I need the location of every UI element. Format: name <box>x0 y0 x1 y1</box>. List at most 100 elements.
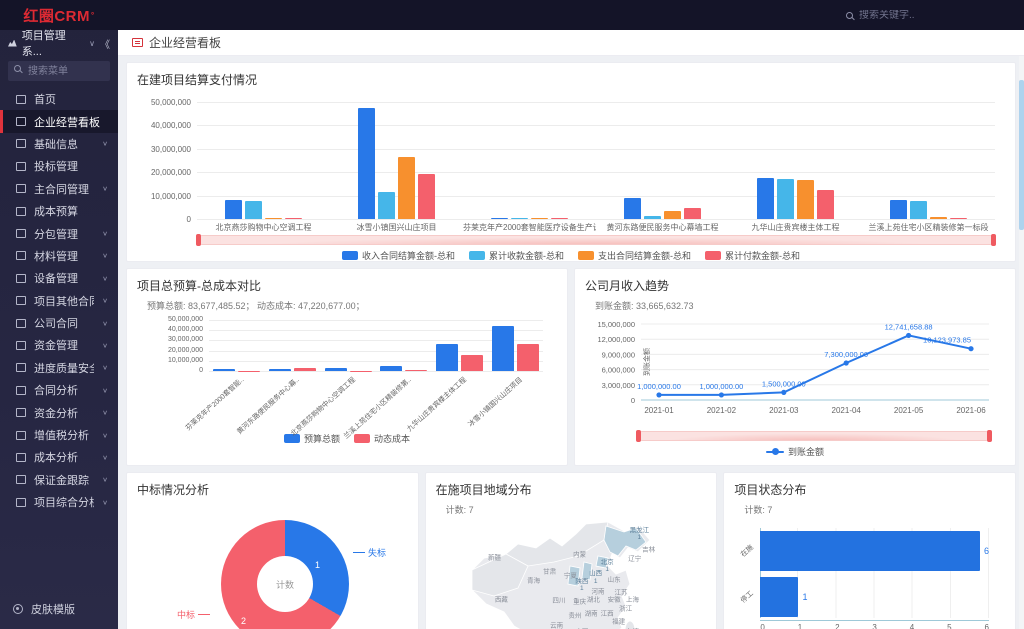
bar-收入合同结算金额-总和[interactable] <box>358 107 375 219</box>
sidebar-item-dashboard[interactable]: 企业经营看板 <box>0 110 118 133</box>
sidebar-item-cost-analysis[interactable]: 成本分析 ∨ <box>0 446 118 468</box>
sidebar-item-progress-quality-safety[interactable]: 进度质量安全 ∨ <box>0 357 118 379</box>
map-province-北京[interactable]: 北京 1 <box>600 558 614 573</box>
bar-累计收款金额-总和[interactable] <box>245 201 262 219</box>
bar-预算总额[interactable] <box>436 344 459 371</box>
data-point[interactable] <box>968 346 974 352</box>
data-zoom-slider[interactable] <box>636 430 992 442</box>
bar-支出合同结算金额-总和[interactable] <box>398 157 415 219</box>
scrollbar-thumb[interactable] <box>1019 80 1024 230</box>
sidebar-item-project-other-contract[interactable]: 项目其他合同 ∨ <box>0 290 118 312</box>
bar-预算总额[interactable] <box>269 368 291 371</box>
bar-累计付款金额-总和[interactable] <box>418 174 435 219</box>
bar-动态成本[interactable] <box>405 369 428 371</box>
bar-累计收款金额-总和[interactable] <box>378 192 395 219</box>
sidebar-item-company-contract[interactable]: 公司合同 ∨ <box>0 312 118 334</box>
bar-累计收款金额-总和[interactable] <box>511 218 528 219</box>
sidebar-item-equipment[interactable]: 设备管理 ∨ <box>0 267 118 289</box>
collapse-sidebar-icon[interactable]: 《 <box>100 39 110 51</box>
y-axis-label: 在施 <box>740 544 756 559</box>
bar-支出合同结算金额-总和[interactable] <box>664 210 681 219</box>
legend-item[interactable]: 预算总额 <box>283 432 340 445</box>
data-point[interactable] <box>656 392 662 398</box>
chevron-down-icon: ∨ <box>89 38 95 48</box>
bar-累计收款金额-总和[interactable] <box>777 179 794 219</box>
x-axis-tick: 5 <box>947 623 952 629</box>
workspace-switcher[interactable]: 项目管理系... ∨ 《 <box>0 30 118 58</box>
data-point[interactable] <box>781 389 787 395</box>
bar-动态成本[interactable] <box>461 354 484 371</box>
data-point[interactable] <box>718 392 724 398</box>
sidebar-item-bidding[interactable]: 投标管理 <box>0 155 118 177</box>
legend-item[interactable]: 动态成本 <box>354 432 410 445</box>
map-province-黑龙江[interactable]: 黑龙江 1 <box>629 526 650 541</box>
map-province-台湾: 台湾 <box>626 628 639 629</box>
bar-预算总额[interactable] <box>380 365 403 371</box>
bar-累计付款金额-总和[interactable] <box>551 218 568 219</box>
sidebar-item-main-contract[interactable]: 主合同管理 ∨ <box>0 178 118 200</box>
map-province-上海: 上海 <box>625 596 639 604</box>
sidebar-item-subcontract[interactable]: 分包管理 ∨ <box>0 222 118 244</box>
sidebar-item-funds-analysis[interactable]: 资金分析 ∨ <box>0 401 118 423</box>
bar-收入合同结算金额-总和[interactable] <box>757 178 774 219</box>
chart-legend: 到账金额 <box>585 445 1005 458</box>
legend-item[interactable]: 累计付款金额-总和 <box>705 249 800 261</box>
skin-template-button[interactable]: 皮肤模版 <box>0 597 118 621</box>
bar-动态成本[interactable] <box>294 368 316 371</box>
bar-收入合同结算金额-总和[interactable] <box>890 200 907 219</box>
bar-累计收款金额-总和[interactable] <box>910 200 927 219</box>
bar-收入合同结算金额-总和[interactable] <box>491 218 508 219</box>
panel-title: 在建项目结算支付情况 <box>137 73 258 87</box>
bar-group <box>376 320 432 371</box>
tab-dashboard[interactable]: 企业经营看板 <box>132 34 221 51</box>
bar-预算总额[interactable] <box>324 367 347 371</box>
bar-收入合同结算金额-总和[interactable] <box>624 197 641 219</box>
bar-预算总额[interactable] <box>491 326 514 371</box>
sidebar-item-label: 增值税分析 <box>34 430 89 443</box>
global-search-input[interactable] <box>859 9 979 21</box>
legend-item[interactable]: 到账金额 <box>765 445 824 458</box>
legend-item[interactable]: 收入合同结算金额-总和 <box>342 249 455 261</box>
bar-收入合同结算金额-总和[interactable] <box>225 200 242 219</box>
bar-累计付款金额-总和[interactable] <box>950 218 967 219</box>
bar-动态成本[interactable] <box>349 370 372 371</box>
legend-item[interactable]: 支出合同结算金额-总和 <box>578 249 691 261</box>
bar-累计付款金额-总和[interactable] <box>684 208 701 219</box>
tab-strip: 企业经营看板 <box>118 30 1024 56</box>
sidebar-item-contract-analysis[interactable]: 合同分析 ∨ <box>0 379 118 401</box>
bar-支出合同结算金额-总和[interactable] <box>265 217 282 219</box>
bar-累计付款金额-总和[interactable] <box>817 190 834 219</box>
sidebar-search-input[interactable] <box>8 61 110 81</box>
bar-预算总额[interactable] <box>213 369 236 371</box>
legend-label: 收入合同结算金额-总和 <box>362 251 455 261</box>
legend-item[interactable]: 累计收款金额-总和 <box>469 249 564 261</box>
sidebar-item-deposit-tracking[interactable]: 保证金跟踪 ∨ <box>0 469 118 491</box>
bar-停工[interactable] <box>760 577 799 617</box>
sidebar-item-vat-analysis[interactable]: 增值税分析 ∨ <box>0 424 118 446</box>
y-axis-tick: 20,000,000 <box>167 346 203 354</box>
svg-text:1,000,000.00: 1,000,000.00 <box>637 382 681 391</box>
panel-bid-result-analysis: 中标情况分析 计数 1 2 失标 中标 <box>126 472 419 629</box>
china-map[interactable]: 新疆 西藏 青海 甘肃 内蒙 宁夏 陕西 1 山西 1 北京 1 黑龙江 1 吉林 辽宁 山东 河南 江苏 安徽 上海 四… <box>436 518 707 629</box>
folder-icon <box>16 184 26 194</box>
bar-支出合同结算金额-总和[interactable] <box>930 216 947 219</box>
pie-slices[interactable]: 计数 <box>221 520 349 629</box>
bar-累计付款金额-总和[interactable] <box>285 218 302 219</box>
folder-icon <box>16 273 26 283</box>
sidebar-item-home[interactable]: 首页 <box>0 88 118 110</box>
map-province-山西[interactable]: 山西 1 <box>589 570 603 585</box>
sidebar-item-basic-info[interactable]: 基础信息 ∨ <box>0 133 118 155</box>
bar-支出合同结算金额-总和[interactable] <box>531 218 548 219</box>
data-point[interactable] <box>843 360 849 366</box>
bar-动态成本[interactable] <box>516 344 539 371</box>
bar-累计收款金额-总和[interactable] <box>644 215 661 219</box>
sidebar-item-material[interactable]: 材料管理 ∨ <box>0 245 118 267</box>
bar-支出合同结算金额-总和[interactable] <box>797 180 814 219</box>
sidebar-item-cost-budget[interactable]: 成本预算 <box>0 200 118 222</box>
data-zoom-slider[interactable] <box>196 234 996 246</box>
sidebar-item-funds[interactable]: 资金管理 ∨ <box>0 334 118 356</box>
bar-在施[interactable] <box>760 531 980 571</box>
data-point[interactable] <box>906 332 912 339</box>
sidebar-item-project-comprehensive-analysis[interactable]: 项目综合分析 ∨ <box>0 491 118 513</box>
map-province-陕西[interactable]: 陕西 1 <box>575 578 589 593</box>
